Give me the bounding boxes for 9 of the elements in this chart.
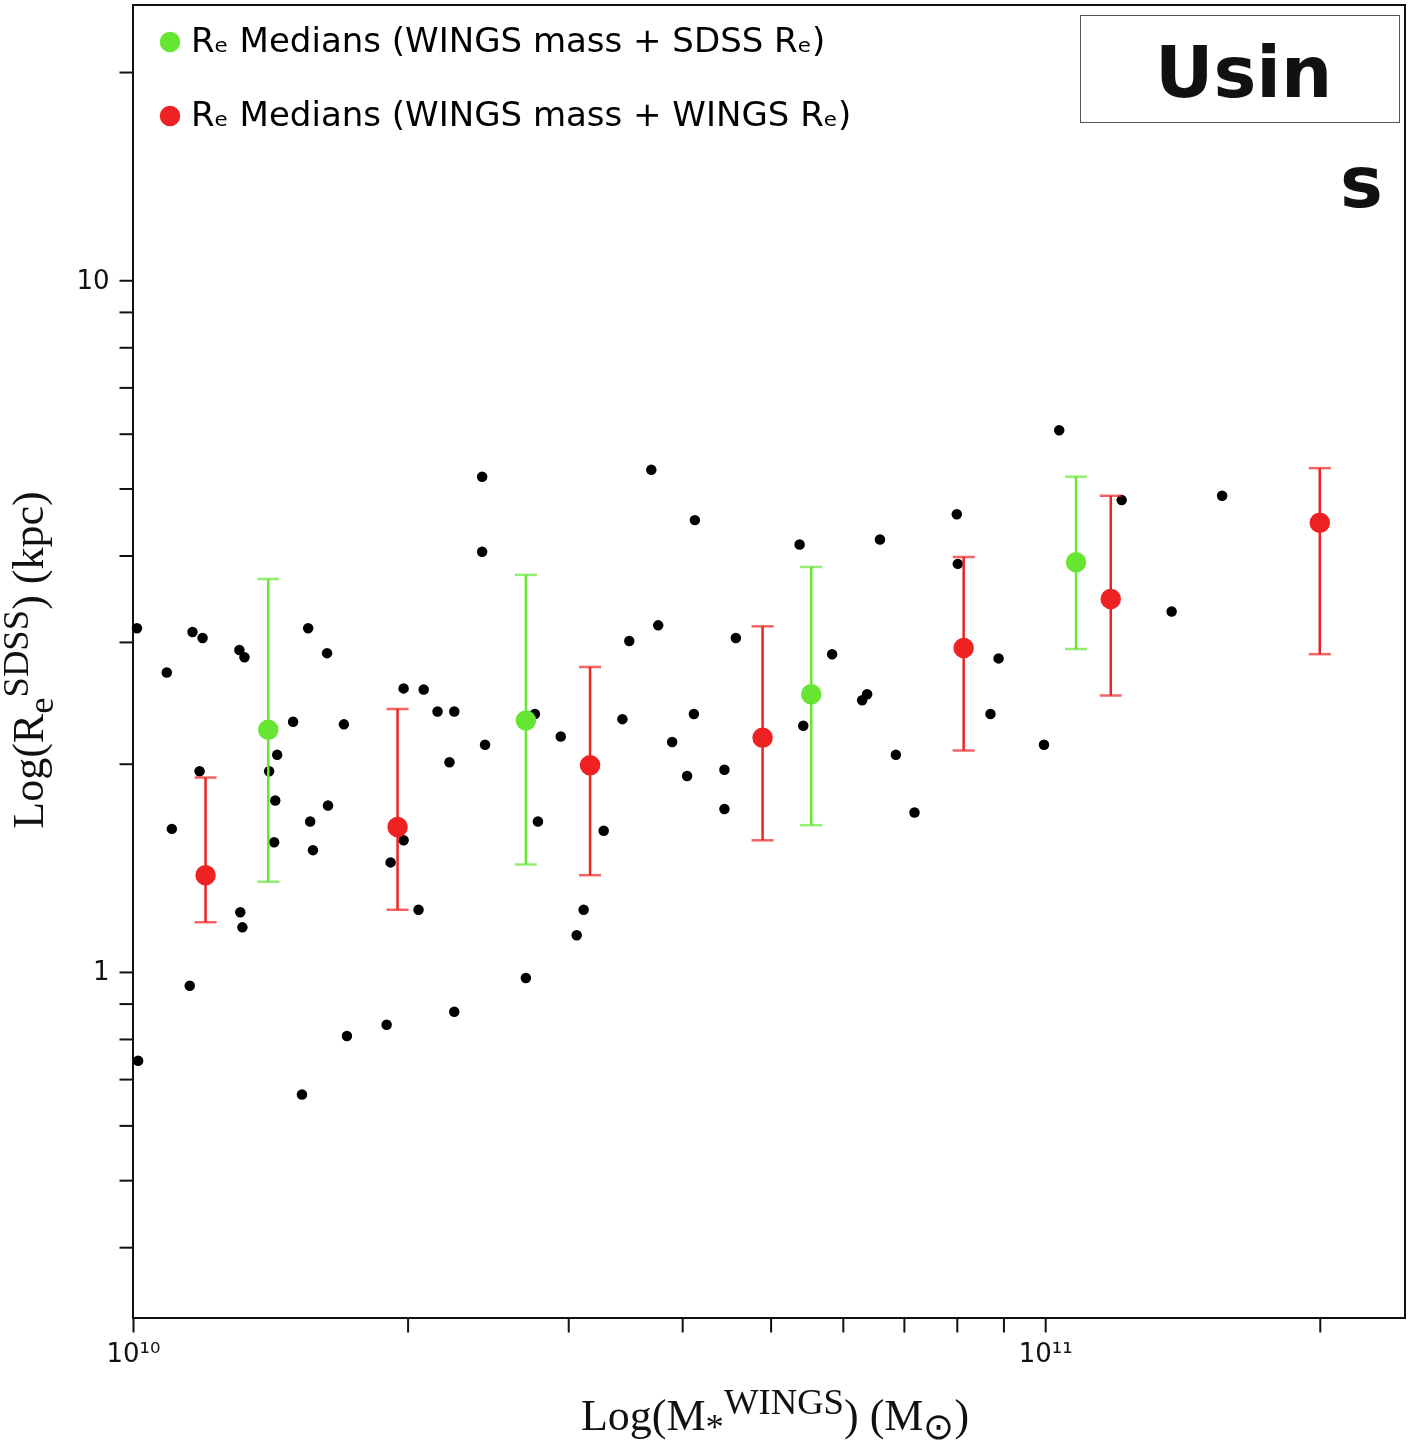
y-tick-label: 1 — [92, 956, 110, 987]
legend-label: Rₑ Medians (WINGS mass + SDSS Rₑ) — [191, 20, 826, 60]
x-tick-label: 10¹⁰ — [106, 1337, 161, 1368]
y-tick-label: 10 — [76, 264, 110, 295]
annotation: s — [1340, 140, 1383, 224]
legend-label: Rₑ Medians (WINGS mass + WINGS Rₑ) — [191, 94, 852, 134]
annotation: Usin — [1155, 30, 1333, 114]
x-tick-label: 10¹¹ — [1018, 1337, 1073, 1368]
x-axis-title: Log(M$_{*}$$^{WINGS}$) (M$_{⊙}$) — [580, 1380, 970, 1440]
